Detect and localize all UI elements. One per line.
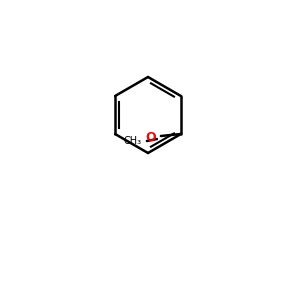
- Text: CH₃: CH₃: [124, 136, 142, 146]
- Text: O: O: [146, 130, 156, 143]
